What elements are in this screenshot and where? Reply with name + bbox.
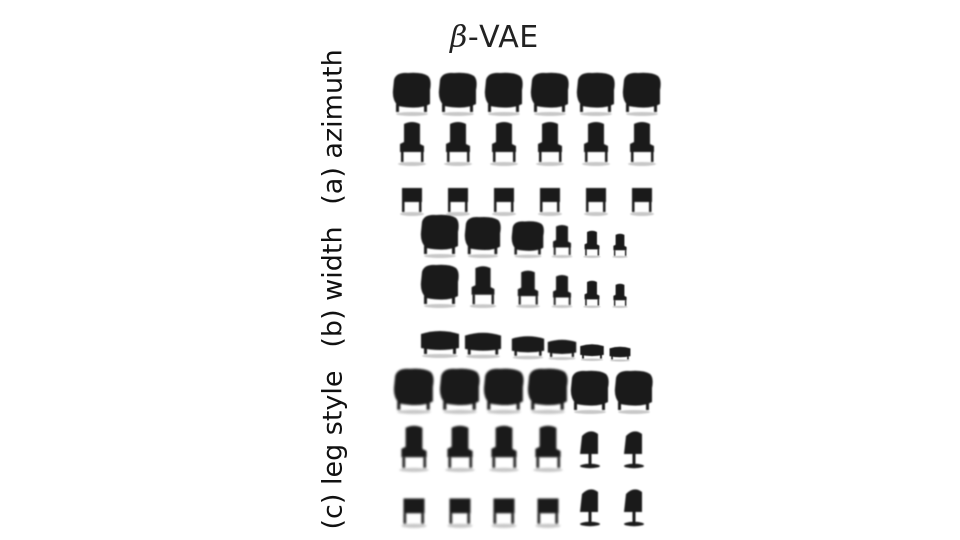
chair-width-r1-c4 [546,224,579,258]
chair-azimuth-r1-c1 [390,70,434,116]
title-text: -VAE [467,20,539,55]
chair-legstyle-r2-c2 [437,424,483,472]
chair-azimuth-r3-c3 [482,172,526,218]
chair-width-r3-c4 [546,332,579,367]
beta-symbol: β [450,20,468,55]
chair-width-r1-c6 [608,233,632,258]
chair-legstyle-r1-c1 [391,366,437,414]
chair-legstyle-r2-c6 [612,426,656,472]
chair-width-r3-c2 [462,322,504,366]
figure-title: β-VAE [450,20,539,55]
chair-width-r1-c5 [578,229,605,258]
chair-azimuth-r2-c4 [528,120,572,166]
chair-width-r2-c2 [462,264,504,308]
chair-width-r3-c3 [509,327,546,366]
chair-legstyle-r2-c4 [525,424,571,472]
chair-azimuth-r3-c5 [574,172,618,218]
chair-azimuth-r3-c6 [620,172,664,218]
chair-width-r2-c6 [608,283,632,308]
chair-width-r1-c1 [418,212,462,258]
chair-azimuth-r1-c2 [436,70,480,116]
chair-azimuth-r3-c1 [390,172,434,218]
chair-legstyle-r3-c5 [568,484,612,530]
chair-legstyle-r1-c4 [525,366,571,414]
chair-legstyle-r1-c6 [612,368,656,414]
chair-azimuth-r2-c6 [620,120,664,166]
chair-legstyle-r3-c2 [437,482,483,530]
chair-legstyle-r3-c1 [391,482,437,530]
chair-width-r1-c2 [462,214,504,258]
chair-width-r2-c1 [418,262,462,308]
chair-legstyle-r3-c4 [525,482,571,530]
chair-width-r2-c3 [509,269,546,308]
chair-legstyle-r1-c2 [437,366,483,414]
chair-width-r2-c5 [578,279,605,308]
chair-azimuth-r1-c4 [528,70,572,116]
chair-azimuth-r2-c5 [574,120,618,166]
chair-legstyle-r1-c3 [481,366,527,414]
chair-width-r3-c6 [608,341,632,366]
label-azimuth: (a) azimuth [317,49,349,205]
chair-azimuth-r3-c4 [528,172,572,218]
chair-legstyle-r3-c3 [481,482,527,530]
chair-legstyle-r1-c5 [568,368,612,414]
chair-azimuth-r1-c5 [574,70,618,116]
chair-width-r2-c4 [546,274,579,308]
chair-legstyle-r2-c1 [391,424,437,472]
chair-azimuth-r2-c1 [390,120,434,166]
chair-legstyle-r2-c5 [568,426,612,472]
chair-azimuth-r1-c6 [620,70,664,116]
chair-legstyle-r3-c6 [612,484,656,530]
chair-legstyle-r2-c3 [481,424,527,472]
chair-azimuth-r2-c2 [436,120,480,166]
chair-width-r3-c1 [418,320,462,366]
chair-azimuth-r3-c2 [436,172,480,218]
label-width: (b) width [317,226,349,348]
chair-azimuth-r2-c3 [482,120,526,166]
chair-width-r1-c3 [509,219,546,258]
label-leg-style: (c) leg style [317,370,349,530]
chair-width-r3-c5 [578,337,605,366]
chair-azimuth-r1-c3 [482,70,526,116]
